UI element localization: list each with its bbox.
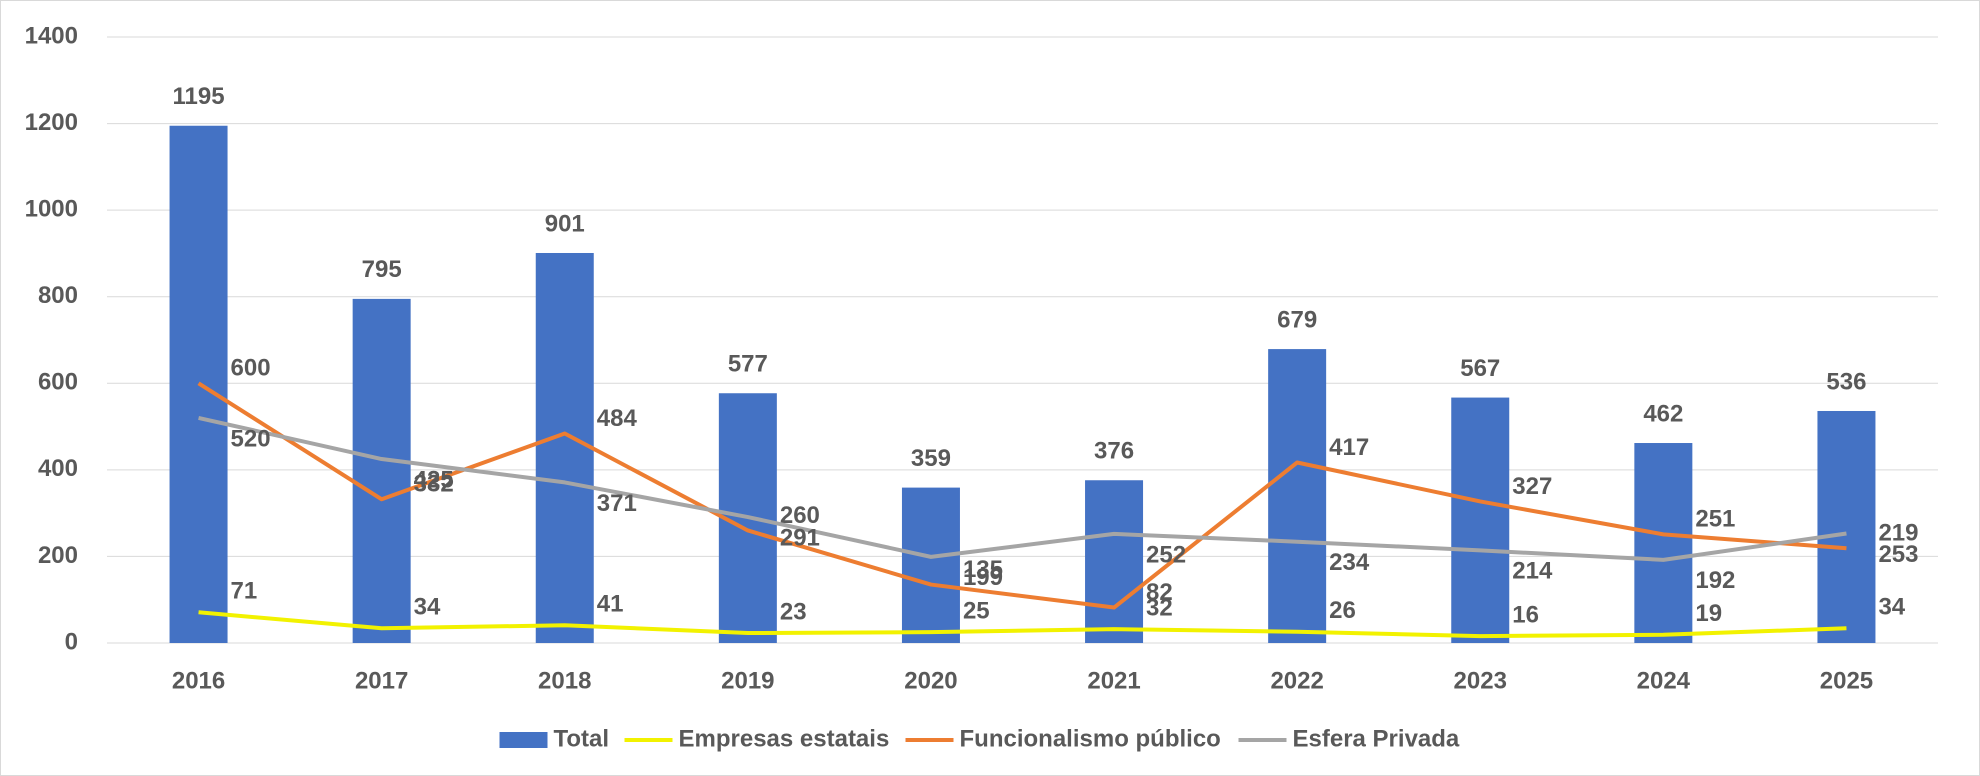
bar [352,298,411,643]
bar [1817,410,1876,643]
data-label: 26 [1329,597,1356,624]
data-label: 291 [780,524,820,551]
data-label: 901 [545,210,585,237]
data-label: 32 [1146,594,1173,621]
data-label: 135 [963,556,1003,583]
legend-label: Empresas estatais [679,725,890,752]
line [197,381,1847,610]
data-label: 1195 [173,83,225,110]
data-label: 251 [1695,506,1735,533]
data-label: 376 [1094,438,1134,465]
data-label: 82 [1146,579,1173,606]
data-label: 214 [1512,558,1553,585]
x-tick-label: 2023 [1454,667,1507,694]
legend-label: Esfera Privada [1293,725,1460,752]
bar [901,487,960,643]
data-label: 16 [1512,601,1539,628]
bar [1268,349,1327,643]
line [198,610,1847,639]
data-label: 23 [780,598,807,625]
data-label: 252 [1146,541,1186,568]
data-label: 577 [728,351,768,378]
x-tick-label: 2024 [1637,667,1691,694]
legend-label: Total [554,725,610,752]
y-tick-label: 600 [38,369,78,396]
data-label: 332 [414,471,454,498]
x-tick-label: 2025 [1820,667,1873,694]
y-tick-label: 1400 [25,22,78,49]
data-label: 199 [963,564,1003,591]
data-label: 192 [1695,567,1735,594]
data-label: 462 [1643,400,1683,427]
data-label: 327 [1512,473,1552,500]
x-tick-label: 2020 [904,667,957,694]
data-label: 359 [911,445,951,472]
x-tick-label: 2017 [355,667,408,694]
bar [1085,480,1144,643]
data-label: 484 [597,405,638,432]
data-label: 536 [1826,368,1866,395]
data-label: 520 [231,425,271,452]
data-label: 34 [414,594,441,621]
data-label: 41 [597,591,624,618]
data-label: 71 [231,578,258,605]
data-label: 371 [597,490,637,517]
data-label: 219 [1878,520,1918,547]
x-tick-label: 2022 [1270,667,1323,694]
y-tick-label: 200 [38,542,78,569]
data-label: 600 [231,355,271,382]
bar [1451,397,1510,643]
data-label: 234 [1329,549,1370,576]
data-label: 795 [362,256,402,283]
bar [1634,443,1693,643]
y-tick-label: 1200 [25,109,78,136]
x-tick-label: 2016 [172,667,225,694]
data-label: 425 [414,466,454,493]
data-label: 567 [1460,355,1500,382]
y-tick-label: 1000 [25,195,78,222]
y-tick-label: 0 [65,628,78,655]
legend-swatch [499,732,548,748]
data-label: 253 [1878,541,1918,568]
bar [535,252,594,643]
legend-label: Funcionalismo público [960,725,1221,752]
x-tick-label: 2021 [1087,667,1140,694]
line [198,415,1847,562]
data-label: 679 [1277,306,1317,333]
y-tick-label: 400 [38,455,78,482]
data-label: 25 [963,598,990,625]
y-tick-label: 800 [38,282,78,309]
data-label: 34 [1878,594,1905,621]
data-label: 19 [1695,600,1722,627]
x-tick-label: 2019 [721,667,774,694]
data-label: 417 [1329,434,1369,461]
x-tick-label: 2018 [538,667,591,694]
